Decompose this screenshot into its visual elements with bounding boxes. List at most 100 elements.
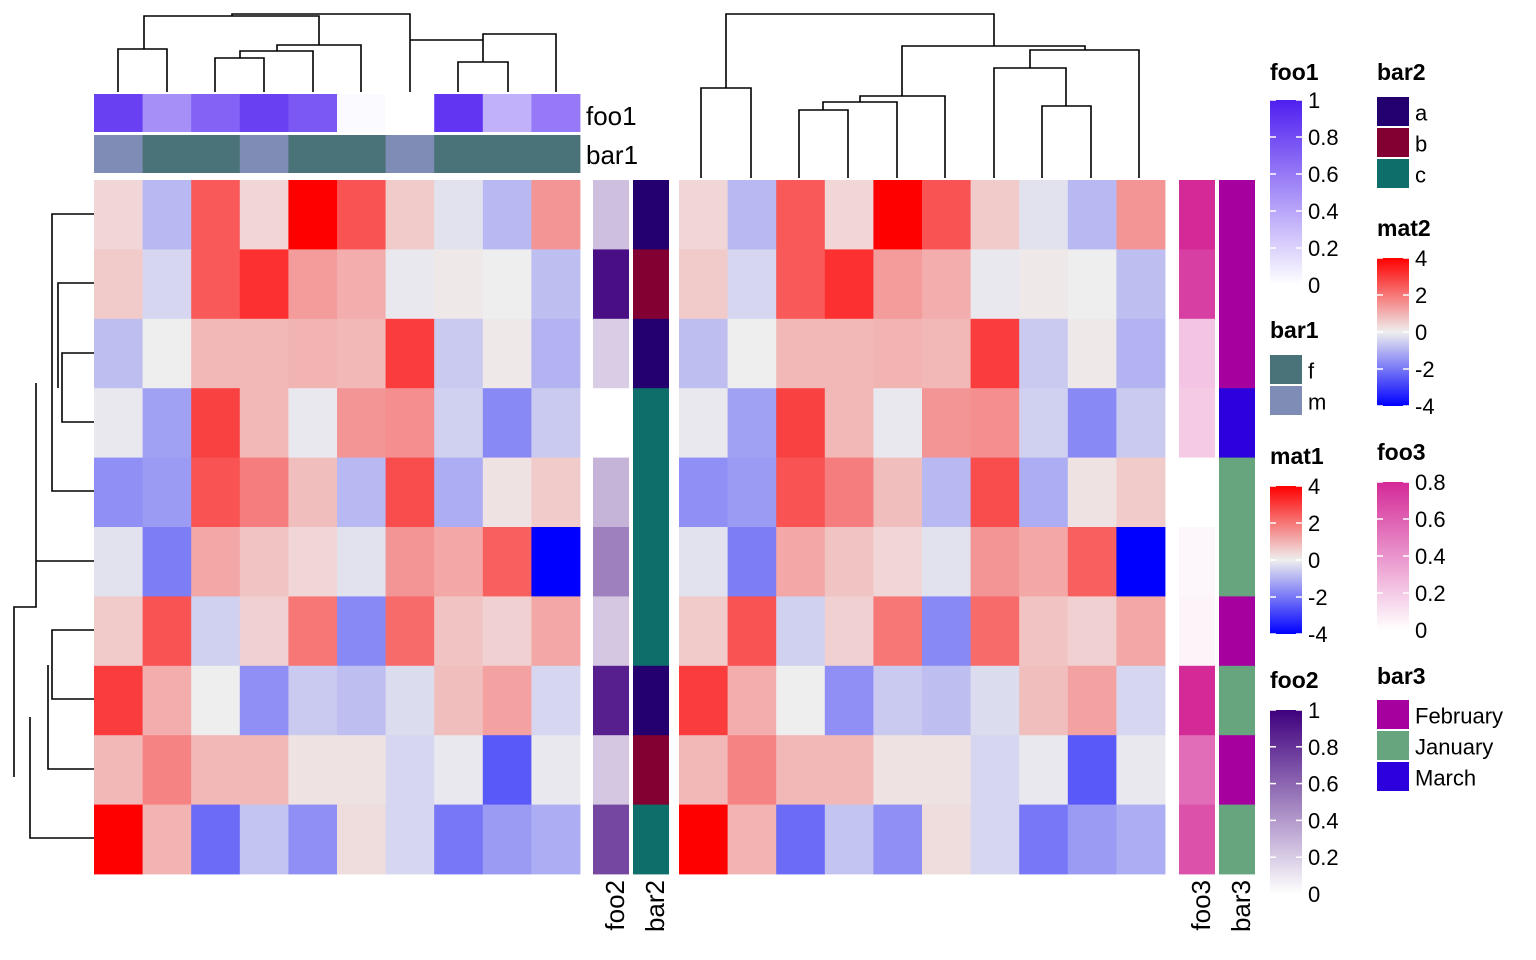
heatmap2-cell <box>727 249 777 320</box>
heatmap2-cell <box>1067 527 1117 597</box>
heatmap2-cell <box>1019 388 1069 458</box>
heatmap1-cell <box>434 596 484 667</box>
heatmap1-cell <box>482 735 532 805</box>
heatmap2-cell <box>922 318 971 389</box>
heatmap1-cell <box>434 457 484 528</box>
heatmap1-cell <box>337 527 386 597</box>
heatmap1-cell <box>94 804 143 875</box>
heatmap2-cell <box>824 665 874 736</box>
legend-tick-label-foo3: 0.4 <box>1415 544 1446 569</box>
heatmap2-cell <box>727 180 777 250</box>
legend-item-label-bar1: m <box>1308 390 1326 415</box>
heatmap1-cell <box>142 249 192 320</box>
foo3-annotation-cell <box>1179 180 1215 250</box>
heatmap1-cell <box>142 665 192 736</box>
legend-colorbar-foo1 <box>1270 100 1302 285</box>
bar1-annotation-cell <box>434 135 484 173</box>
heatmap2-cell <box>824 596 874 667</box>
heatmap2-cell <box>776 596 826 667</box>
heatmap2-cell <box>873 665 923 736</box>
legend-tick-label-mat2: 2 <box>1415 283 1427 308</box>
heatmap1-cell <box>434 180 484 250</box>
heatmap1-cell <box>531 249 581 320</box>
heatmap2-cell <box>873 527 923 597</box>
legend-title-foo2: foo2 <box>1270 667 1319 693</box>
heatmap1-cell <box>142 457 192 528</box>
heatmap1-cell <box>434 735 484 805</box>
bar2-annotation-cell <box>633 457 669 528</box>
heatmap2-cell <box>922 180 971 250</box>
heatmap2-cell <box>922 804 971 875</box>
heatmap2-cell <box>970 527 1020 597</box>
legend-tick-label-foo1: 0 <box>1308 273 1320 298</box>
heatmap2-cell <box>970 735 1020 805</box>
bar3-annotation-cell <box>1219 457 1255 528</box>
legend-swatch-bar1 <box>1270 386 1302 415</box>
legend-item-label-bar1: f <box>1308 359 1315 384</box>
legend-tick-label-foo2: 0.2 <box>1308 845 1339 870</box>
legend-tick-label-foo2: 0.6 <box>1308 772 1339 797</box>
heatmap1-cell <box>288 249 338 320</box>
heatmap1-cell <box>482 318 532 389</box>
heatmap1-cell <box>288 457 338 528</box>
heatmap1-cell <box>385 665 435 736</box>
heatmap2-cell <box>1019 527 1069 597</box>
foo3-annotation-cell <box>1179 735 1215 805</box>
heatmap2-cell <box>1067 388 1117 458</box>
heatmap1-cell <box>385 596 435 667</box>
heatmap2-cell <box>873 457 923 528</box>
heatmap1-cell <box>239 527 289 597</box>
heatmap2-cell <box>970 665 1020 736</box>
heatmap1-cell <box>531 457 581 528</box>
heatmap1-cell <box>482 249 532 320</box>
heatmap2-cell <box>776 249 826 320</box>
legend-title-foo3: foo3 <box>1377 439 1426 465</box>
heatmap2-cell <box>873 596 923 667</box>
foo2-annotation-cell <box>593 527 629 597</box>
legend-item-label-bar2: b <box>1415 132 1427 157</box>
heatmap1-cell <box>239 180 289 250</box>
heatmap1-cell <box>385 318 435 389</box>
legend-tick-label-mat1: 2 <box>1308 511 1320 536</box>
foo2-annotation-cell <box>593 249 629 320</box>
heatmap2-cell <box>679 665 728 736</box>
legend-title-bar2: bar2 <box>1377 59 1426 85</box>
foo2-annotation-cell <box>593 804 629 875</box>
bar3-annotation-cell <box>1219 665 1255 736</box>
heatmap1-cell <box>142 388 192 458</box>
bar3-annotation-cell <box>1219 318 1255 389</box>
bar1-annotation-cell <box>191 135 241 173</box>
heatmap1-cell <box>239 596 289 667</box>
heatmap1-cell <box>288 804 338 875</box>
foo2-annotation-cell <box>593 665 629 736</box>
legend-tick-label-mat2: 0 <box>1415 320 1427 345</box>
heatmap1-cell <box>337 388 386 458</box>
heatmap2-cell <box>970 249 1020 320</box>
heatmap1-cell <box>385 249 435 320</box>
heatmap2-cell <box>922 388 971 458</box>
heatmap1-cell <box>337 804 386 875</box>
heatmap2-cell <box>1116 527 1166 597</box>
legend-tick-label-foo1: 0.4 <box>1308 199 1339 224</box>
heatmap1-cell <box>531 180 581 250</box>
heatmap2-cell <box>1116 804 1166 875</box>
heatmap2-cell <box>1116 388 1166 458</box>
heatmap1-cell <box>288 318 338 389</box>
bar2-annotation-cell <box>633 180 669 250</box>
bar3-annotation-cell <box>1219 249 1255 320</box>
heatmap1-cell <box>385 457 435 528</box>
heatmap2-cell <box>824 249 874 320</box>
heatmap1-cell <box>531 804 581 875</box>
heatmap2-cell <box>824 388 874 458</box>
legend-tick-label-mat2: -4 <box>1415 394 1435 419</box>
bar3-annotation-cell <box>1219 804 1255 875</box>
heatmap1-cell <box>142 318 192 389</box>
heatmap1-cell <box>191 527 241 597</box>
heatmap2-cell <box>1116 596 1166 667</box>
heatmap1-cell <box>337 665 386 736</box>
foo3-column-label: foo3 <box>1186 880 1216 931</box>
legend-swatch-bar2 <box>1377 159 1409 188</box>
bar2-column-label: bar2 <box>640 880 670 932</box>
heatmap1-cell <box>191 804 241 875</box>
heatmap1-cell <box>94 180 143 250</box>
